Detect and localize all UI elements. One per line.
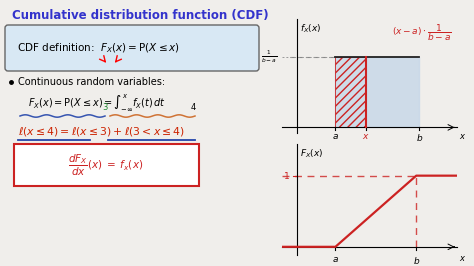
Text: Cumulative distribution function (CDF): Cumulative distribution function (CDF) [12,9,269,22]
Text: $x$: $x$ [459,254,466,263]
Text: $x$: $x$ [459,132,466,141]
Text: $f_X(x)$: $f_X(x)$ [301,22,322,35]
FancyBboxPatch shape [5,25,259,71]
Text: $x$: $x$ [362,132,370,141]
Text: $F_X(x) = \mathrm{P}(X \leq x) = \int_{-\infty}^{x} f_X(t)\, dt$: $F_X(x) = \mathrm{P}(X \leq x) = \int_{-… [28,93,166,113]
Text: $(x-a)\cdot\dfrac{1}{b-a}$: $(x-a)\cdot\dfrac{1}{b-a}$ [392,22,451,43]
Text: $b$: $b$ [416,132,423,143]
Text: Continuous random variables:: Continuous random variables: [18,77,165,87]
Text: $1$: $1$ [283,170,290,181]
Text: 4: 4 [191,103,196,112]
Text: 3: 3 [102,103,108,112]
Bar [14,144,199,186]
Text: $F_X(x)$: $F_X(x)$ [301,147,324,160]
Text: $\ell(x\leq4) = \ell(x\leq3) + \ell(3<x\leq4)$: $\ell(x\leq4) = \ell(x\leq3) + \ell(3<x\… [18,126,185,139]
Text: CDF definition:  $F_X(x) = \mathrm{P}(X \leq x)$: CDF definition: $F_X(x) = \mathrm{P}(X \… [17,41,180,55]
Text: $\frac{1}{b-a}$: $\frac{1}{b-a}$ [261,49,277,65]
Text: $\dfrac{dF_X}{dx}(x) \;=\; f_x(x)$: $\dfrac{dF_X}{dx}(x) \;=\; f_x(x)$ [68,152,144,177]
Text: $a$: $a$ [332,255,339,264]
Text: $b$: $b$ [412,255,420,266]
Text: $a$: $a$ [332,132,339,141]
